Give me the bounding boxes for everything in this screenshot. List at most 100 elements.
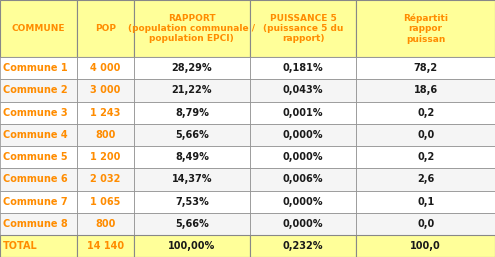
Bar bbox=[356, 190, 495, 213]
Text: 1 243: 1 243 bbox=[90, 108, 120, 118]
Bar bbox=[134, 235, 250, 257]
Text: 0,001%: 0,001% bbox=[283, 108, 323, 118]
Text: 5,66%: 5,66% bbox=[175, 219, 209, 229]
Bar bbox=[250, 213, 356, 235]
Bar bbox=[0, 124, 77, 146]
Text: 21,22%: 21,22% bbox=[172, 85, 212, 95]
Text: 14 140: 14 140 bbox=[87, 241, 124, 251]
Text: TOTAL: TOTAL bbox=[3, 241, 38, 251]
Text: Commune 3: Commune 3 bbox=[3, 108, 68, 118]
Text: Commune 2: Commune 2 bbox=[3, 85, 68, 95]
Bar bbox=[134, 190, 250, 213]
Bar bbox=[134, 213, 250, 235]
Text: Commune 7: Commune 7 bbox=[3, 197, 68, 207]
Bar bbox=[356, 168, 495, 190]
Bar bbox=[0, 79, 77, 102]
Bar bbox=[250, 0, 356, 57]
Bar bbox=[356, 0, 495, 57]
Bar bbox=[250, 190, 356, 213]
Text: COMMUNE: COMMUNE bbox=[11, 24, 65, 33]
Text: 0,000%: 0,000% bbox=[283, 130, 323, 140]
Bar bbox=[250, 102, 356, 124]
Text: POP: POP bbox=[95, 24, 116, 33]
Text: Commune 1: Commune 1 bbox=[3, 63, 68, 73]
Bar bbox=[77, 57, 134, 79]
Bar bbox=[134, 168, 250, 190]
Text: 8,49%: 8,49% bbox=[175, 152, 209, 162]
Bar bbox=[134, 146, 250, 168]
Text: Commune 6: Commune 6 bbox=[3, 175, 68, 184]
Text: 4 000: 4 000 bbox=[90, 63, 120, 73]
Text: 3 000: 3 000 bbox=[90, 85, 120, 95]
Bar bbox=[250, 168, 356, 190]
Bar bbox=[356, 213, 495, 235]
Text: 0,000%: 0,000% bbox=[283, 219, 323, 229]
Bar bbox=[0, 168, 77, 190]
Text: PUISSANCE 5
(puissance 5 du
rapport): PUISSANCE 5 (puissance 5 du rapport) bbox=[263, 14, 344, 43]
Text: 78,2: 78,2 bbox=[414, 63, 438, 73]
Text: 0,2: 0,2 bbox=[417, 152, 434, 162]
Text: 0,000%: 0,000% bbox=[283, 152, 323, 162]
Bar bbox=[77, 146, 134, 168]
Text: 0,232%: 0,232% bbox=[283, 241, 323, 251]
Bar bbox=[250, 235, 356, 257]
Bar bbox=[134, 57, 250, 79]
Bar bbox=[250, 124, 356, 146]
Bar bbox=[356, 57, 495, 79]
Text: 2 032: 2 032 bbox=[90, 175, 120, 184]
Text: Commune 5: Commune 5 bbox=[3, 152, 68, 162]
Bar bbox=[356, 79, 495, 102]
Bar bbox=[0, 0, 77, 57]
Bar bbox=[77, 190, 134, 213]
Bar bbox=[0, 190, 77, 213]
Text: 14,37%: 14,37% bbox=[172, 175, 212, 184]
Bar bbox=[77, 168, 134, 190]
Bar bbox=[356, 124, 495, 146]
Text: Répartiti
rappor
puissan: Répartiti rappor puissan bbox=[403, 13, 448, 44]
Text: 5,66%: 5,66% bbox=[175, 130, 209, 140]
Bar bbox=[77, 0, 134, 57]
Bar bbox=[134, 79, 250, 102]
Text: 100,00%: 100,00% bbox=[168, 241, 215, 251]
Text: 28,29%: 28,29% bbox=[171, 63, 212, 73]
Text: 0,000%: 0,000% bbox=[283, 197, 323, 207]
Bar bbox=[356, 146, 495, 168]
Text: 1 065: 1 065 bbox=[90, 197, 120, 207]
Text: 0,043%: 0,043% bbox=[283, 85, 323, 95]
Bar bbox=[250, 57, 356, 79]
Text: 1 200: 1 200 bbox=[90, 152, 120, 162]
Bar bbox=[77, 124, 134, 146]
Text: RAPPORT
(population communale /
population EPCI): RAPPORT (population communale / populati… bbox=[128, 14, 255, 43]
Text: 800: 800 bbox=[95, 130, 115, 140]
Text: 18,6: 18,6 bbox=[414, 85, 438, 95]
Bar bbox=[0, 213, 77, 235]
Text: 0,006%: 0,006% bbox=[283, 175, 323, 184]
Bar bbox=[77, 79, 134, 102]
Bar bbox=[77, 213, 134, 235]
Bar bbox=[134, 0, 250, 57]
Text: 0,0: 0,0 bbox=[417, 130, 434, 140]
Text: 0,2: 0,2 bbox=[417, 108, 434, 118]
Bar bbox=[0, 235, 77, 257]
Bar bbox=[0, 102, 77, 124]
Text: 2,6: 2,6 bbox=[417, 175, 434, 184]
Bar bbox=[250, 79, 356, 102]
Bar bbox=[356, 102, 495, 124]
Bar bbox=[77, 235, 134, 257]
Text: 7,53%: 7,53% bbox=[175, 197, 209, 207]
Text: 8,79%: 8,79% bbox=[175, 108, 209, 118]
Bar bbox=[250, 146, 356, 168]
Text: Commune 8: Commune 8 bbox=[3, 219, 68, 229]
Text: 800: 800 bbox=[95, 219, 115, 229]
Bar bbox=[134, 124, 250, 146]
Bar bbox=[0, 57, 77, 79]
Text: 0,0: 0,0 bbox=[417, 219, 434, 229]
Text: 100,0: 100,0 bbox=[410, 241, 441, 251]
Text: Commune 4: Commune 4 bbox=[3, 130, 68, 140]
Bar bbox=[356, 235, 495, 257]
Text: 0,181%: 0,181% bbox=[283, 63, 324, 73]
Bar bbox=[0, 146, 77, 168]
Bar bbox=[134, 102, 250, 124]
Bar bbox=[77, 102, 134, 124]
Text: 0,1: 0,1 bbox=[417, 197, 434, 207]
